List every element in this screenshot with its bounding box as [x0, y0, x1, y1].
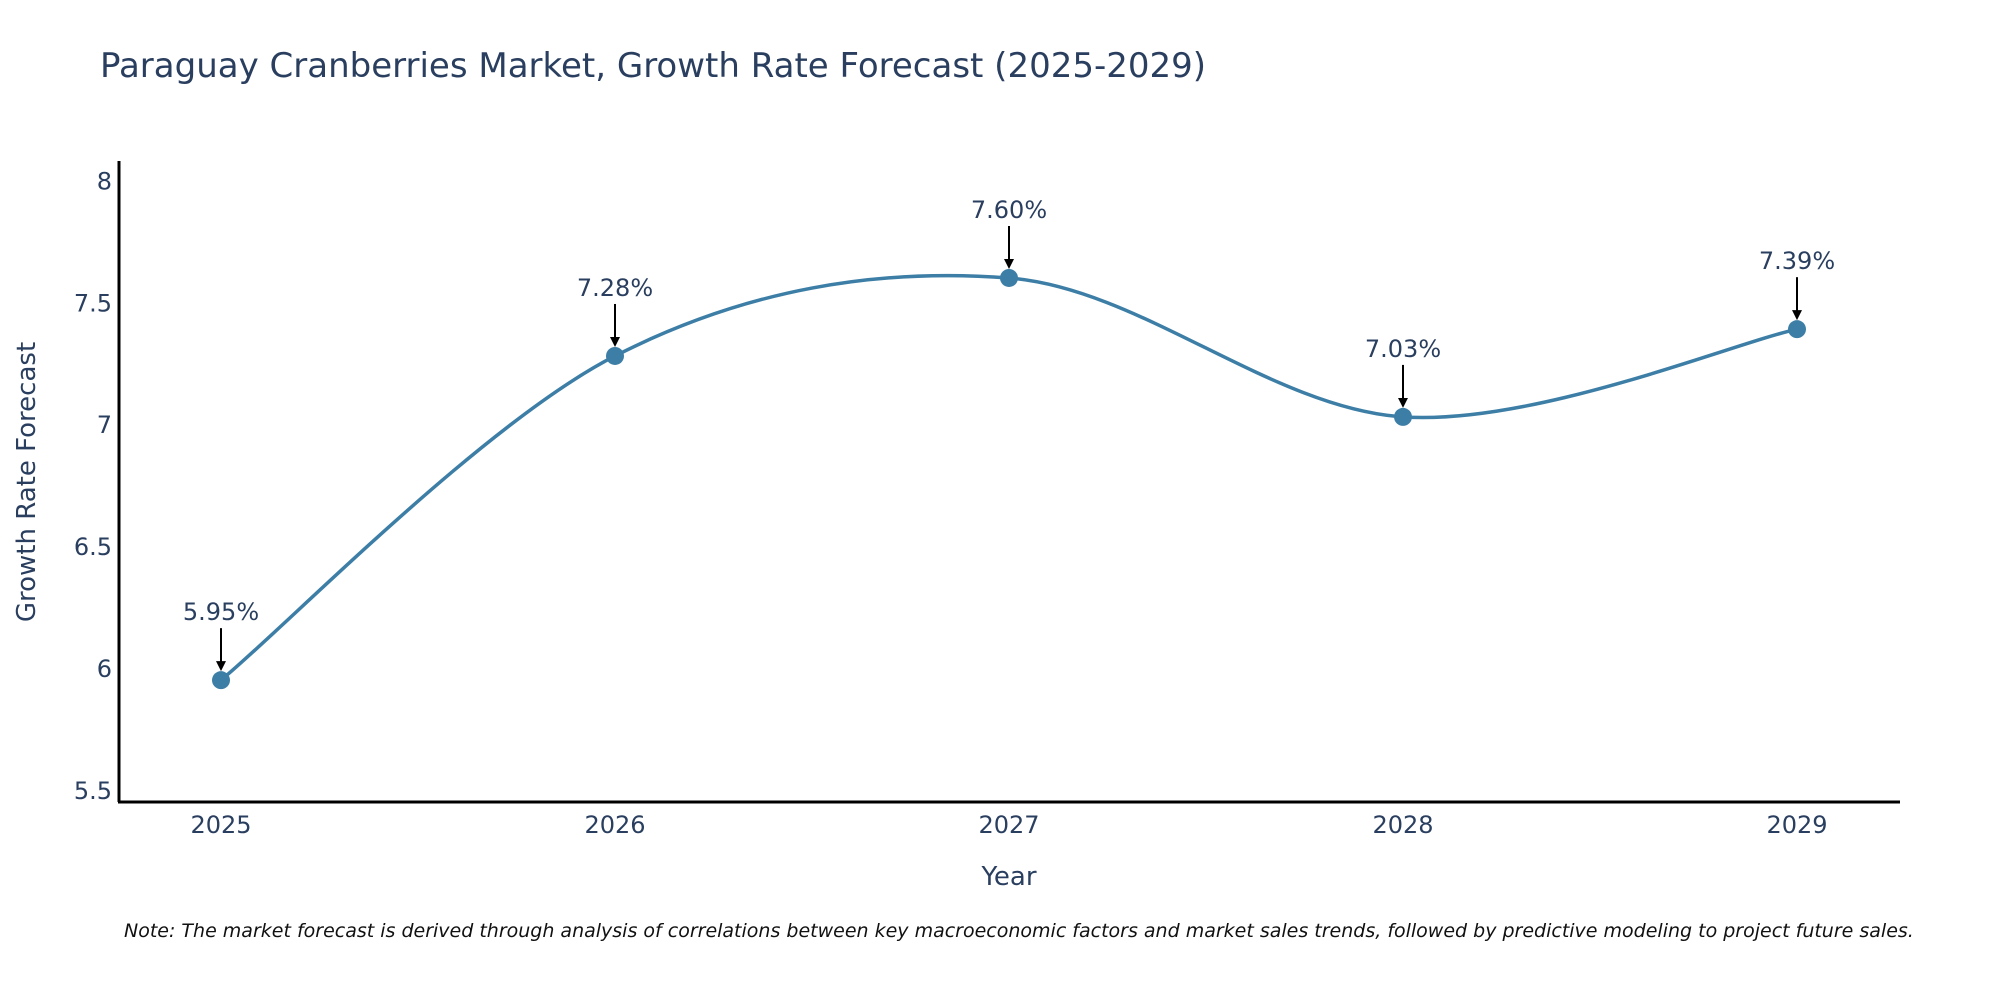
data-label: 5.95% [183, 598, 259, 626]
data-points [212, 268, 1806, 690]
data-label: 7.60% [971, 196, 1047, 224]
y-tick-label: 5.5 [74, 777, 112, 805]
x-tick-label: 2027 [978, 811, 1039, 839]
y-tick-label: 8 [97, 167, 112, 195]
data-point-2026 [606, 346, 624, 365]
x-tick-label: 2025 [190, 811, 251, 839]
y-tick-label: 6 [97, 655, 112, 683]
x-tick-label: 2029 [1766, 811, 1827, 839]
data-label: 7.39% [1759, 247, 1835, 275]
y-axis-label: Growth Rate Forecast [12, 342, 42, 622]
x-tick-label: 2026 [584, 811, 645, 839]
y-tick-label: 6.5 [74, 533, 112, 561]
chart-note: Note: The market forecast is derived thr… [124, 920, 1914, 942]
chart-title: Paraguay Cranberries Market, Growth Rate… [100, 46, 1207, 86]
data-point-2028 [1394, 407, 1412, 426]
y-axis-ticks: 5.5 6 6.5 7 7.5 8 [74, 167, 112, 804]
y-tick-label: 7.5 [74, 289, 112, 317]
x-axis-ticks: 2025 2026 2027 2028 2029 [190, 811, 1827, 839]
x-tick-label: 2028 [1372, 811, 1433, 839]
series-line [219, 273, 1798, 682]
x-axis-label: Year [980, 862, 1036, 892]
data-label: 7.28% [577, 274, 653, 302]
data-point-2025 [212, 671, 230, 690]
data-point-2027 [1000, 268, 1018, 287]
data-label: 7.03% [1365, 335, 1441, 363]
y-tick-label: 7 [97, 411, 112, 439]
data-point-2029 [1788, 320, 1806, 339]
data-labels: 5.95% 7.28% 7.60% 7.03% 7.39% [183, 196, 1835, 672]
